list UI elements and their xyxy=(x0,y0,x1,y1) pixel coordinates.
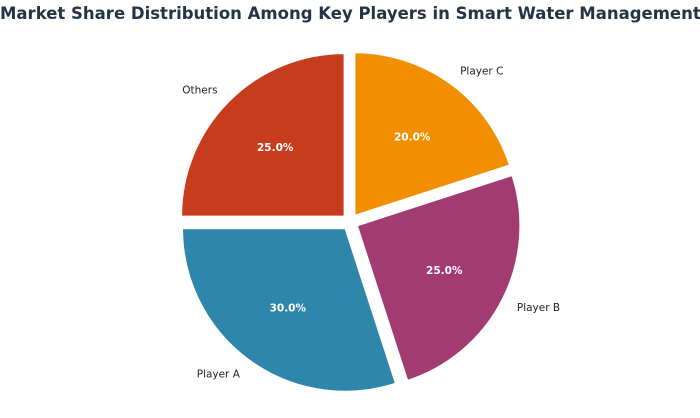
percent-label-player-b: 25.0% xyxy=(426,265,463,277)
percent-label-others: 25.0% xyxy=(257,142,294,154)
pie-slice-others xyxy=(180,52,346,218)
percent-label-player-a: 30.0% xyxy=(270,303,307,315)
pie-slice-player-b xyxy=(356,174,521,382)
slice-label-player-a: Player A xyxy=(197,369,241,381)
pie-slice-player-a xyxy=(181,227,397,393)
chart-title: Market Share Distribution Among Key Play… xyxy=(0,4,700,23)
percent-label-player-c: 20.0% xyxy=(394,131,431,143)
slice-label-player-b: Player B xyxy=(517,302,560,314)
slice-label-player-c: Player C xyxy=(460,65,503,77)
pie-slice-player-c xyxy=(353,51,511,217)
slice-label-others: Others xyxy=(182,85,217,97)
